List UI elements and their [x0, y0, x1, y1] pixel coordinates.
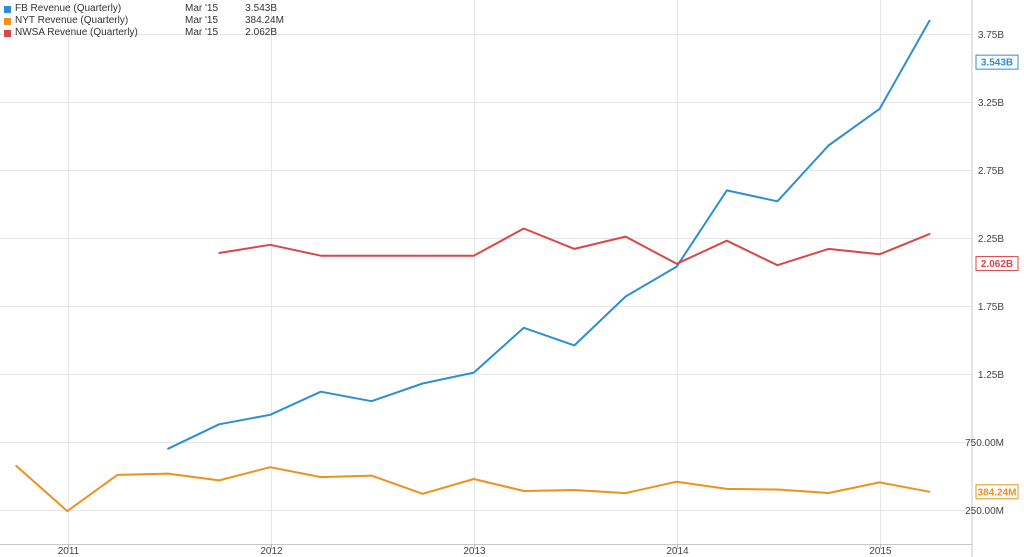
- end-label-box: [975, 54, 1019, 70]
- y-tick-label: 1.25B: [978, 370, 1004, 381]
- data-point-nwsa: [421, 254, 424, 257]
- series-line-nwsa: [218, 227, 931, 267]
- x-axis: 2011 2012 2013 2014 2015: [58, 544, 892, 557]
- data-point-fb: [218, 423, 220, 426]
- end-label-nyt: 384.24M: [975, 484, 1019, 500]
- y-tick-label: 3.25B: [978, 98, 1004, 109]
- y-tick-label: 250.00M: [965, 506, 1004, 517]
- y-tick-label: 2.75B: [978, 166, 1004, 177]
- data-point-nwsa: [523, 227, 525, 230]
- data-point-fb: [523, 327, 525, 329]
- x-tick-label: 2011: [58, 546, 80, 557]
- data-point-fb: [726, 189, 728, 192]
- legend-swatch-fb: [4, 5, 11, 13]
- data-point-nyt: [421, 493, 424, 495]
- end-label-nwsa: 2.062B: [975, 256, 1019, 272]
- data-point-nyt: [370, 474, 373, 477]
- data-point-nyt: [320, 476, 322, 478]
- data-point-nwsa: [320, 254, 322, 257]
- data-point-fb: [928, 19, 931, 22]
- data-point-nwsa: [573, 248, 576, 250]
- y-tick-label: 750.00M: [965, 438, 1004, 449]
- data-point-nwsa: [624, 235, 627, 238]
- data-point-nyt: [167, 472, 169, 475]
- data-point-nwsa: [827, 248, 830, 250]
- legend-value: 384.24M: [245, 15, 284, 26]
- data-point-fb: [573, 344, 576, 347]
- x-tick-label: 2015: [869, 546, 892, 557]
- data-point-nyt: [878, 481, 881, 484]
- data-point-nyt: [624, 492, 627, 494]
- end-label-value: 2.062B: [981, 259, 1013, 270]
- data-point-fb: [421, 382, 424, 385]
- data-point-nyt: [269, 466, 272, 469]
- data-point-fb: [776, 200, 779, 203]
- data-point-nwsa: [878, 253, 881, 256]
- legend-date: Mar '15: [185, 27, 219, 38]
- data-point-fb: [167, 448, 169, 450]
- data-point-nyt: [15, 464, 17, 467]
- grid-lines: [0, 0, 973, 557]
- y-tick-label: 1.75B: [978, 302, 1004, 313]
- data-point-nyt: [726, 488, 728, 490]
- series-line-nyt: [15, 464, 930, 513]
- data-point-fb: [675, 265, 678, 268]
- y-tick-label: 3.75B: [978, 30, 1004, 41]
- end-label-value: 3.543B: [981, 58, 1013, 69]
- legend-date: Mar '15: [185, 3, 219, 14]
- data-point-nyt: [66, 510, 69, 512]
- data-point-fb: [473, 371, 475, 374]
- series-line-fb: [167, 19, 931, 450]
- legend-item-nwsa: NWSA Revenue (Quarterly) Mar '15 2.062B: [4, 27, 277, 39]
- data-point-nyt: [573, 489, 576, 491]
- y-axis: 250.00M 750.00M 1.25B 1.75B 2.25B 2.75B 3.25B 3…: [965, 30, 1004, 517]
- data-point-fb: [827, 144, 830, 147]
- legend: FB Revenue (Quarterly) Mar '15 3.543B NY…: [4, 3, 284, 39]
- legend-date: Mar '15: [185, 15, 219, 26]
- data-point-nwsa: [370, 254, 373, 257]
- data-point-nyt: [776, 488, 779, 491]
- data-point-nwsa: [218, 252, 220, 254]
- data-point-nyt: [218, 479, 220, 482]
- y-tick-label: 2.25B: [978, 234, 1004, 245]
- data-point-fb: [878, 108, 881, 110]
- end-label-box: [975, 484, 1019, 500]
- legend-value: 3.543B: [245, 3, 277, 14]
- end-label-value: 384.24M: [978, 487, 1017, 498]
- data-point-nyt: [827, 492, 830, 494]
- data-point-nwsa: [269, 244, 272, 246]
- end-label-box: [975, 256, 1019, 272]
- data-point-nwsa: [776, 264, 779, 267]
- data-point-fb: [624, 295, 627, 298]
- series-layer: [15, 19, 931, 513]
- data-point-nyt: [473, 478, 475, 480]
- legend-item-fb: FB Revenue (Quarterly) Mar '15 3.543B: [4, 3, 277, 15]
- data-point-nyt: [116, 474, 119, 476]
- data-point-nwsa: [675, 263, 678, 265]
- legend-series-name: NYT Revenue (Quarterly): [15, 15, 129, 26]
- data-point-nwsa: [928, 233, 931, 235]
- end-labels: 3.543B 384.24M 2.062B: [975, 54, 1019, 500]
- legend-item-nyt: NYT Revenue (Quarterly) Mar '15 384.24M: [4, 15, 284, 27]
- data-point-nwsa: [473, 254, 475, 257]
- legend-swatch-nyt: [4, 17, 11, 25]
- data-point-nwsa: [726, 239, 728, 242]
- data-point-fb: [370, 400, 373, 403]
- data-point-nyt: [928, 491, 931, 493]
- x-tick-label: 2014: [666, 546, 689, 557]
- end-label-fb: 3.543B: [975, 54, 1019, 70]
- data-point-nyt: [675, 480, 678, 483]
- data-point-nyt: [523, 490, 525, 492]
- data-point-fb: [269, 414, 272, 416]
- legend-value: 2.062B: [245, 27, 277, 38]
- legend-series-name: FB Revenue (Quarterly): [15, 3, 122, 14]
- data-point-fb: [320, 390, 322, 393]
- x-tick-label: 2012: [260, 546, 283, 557]
- legend-series-name: NWSA Revenue (Quarterly): [15, 27, 138, 38]
- x-tick-label: 2013: [463, 546, 486, 557]
- legend-swatch-nwsa: [4, 29, 11, 37]
